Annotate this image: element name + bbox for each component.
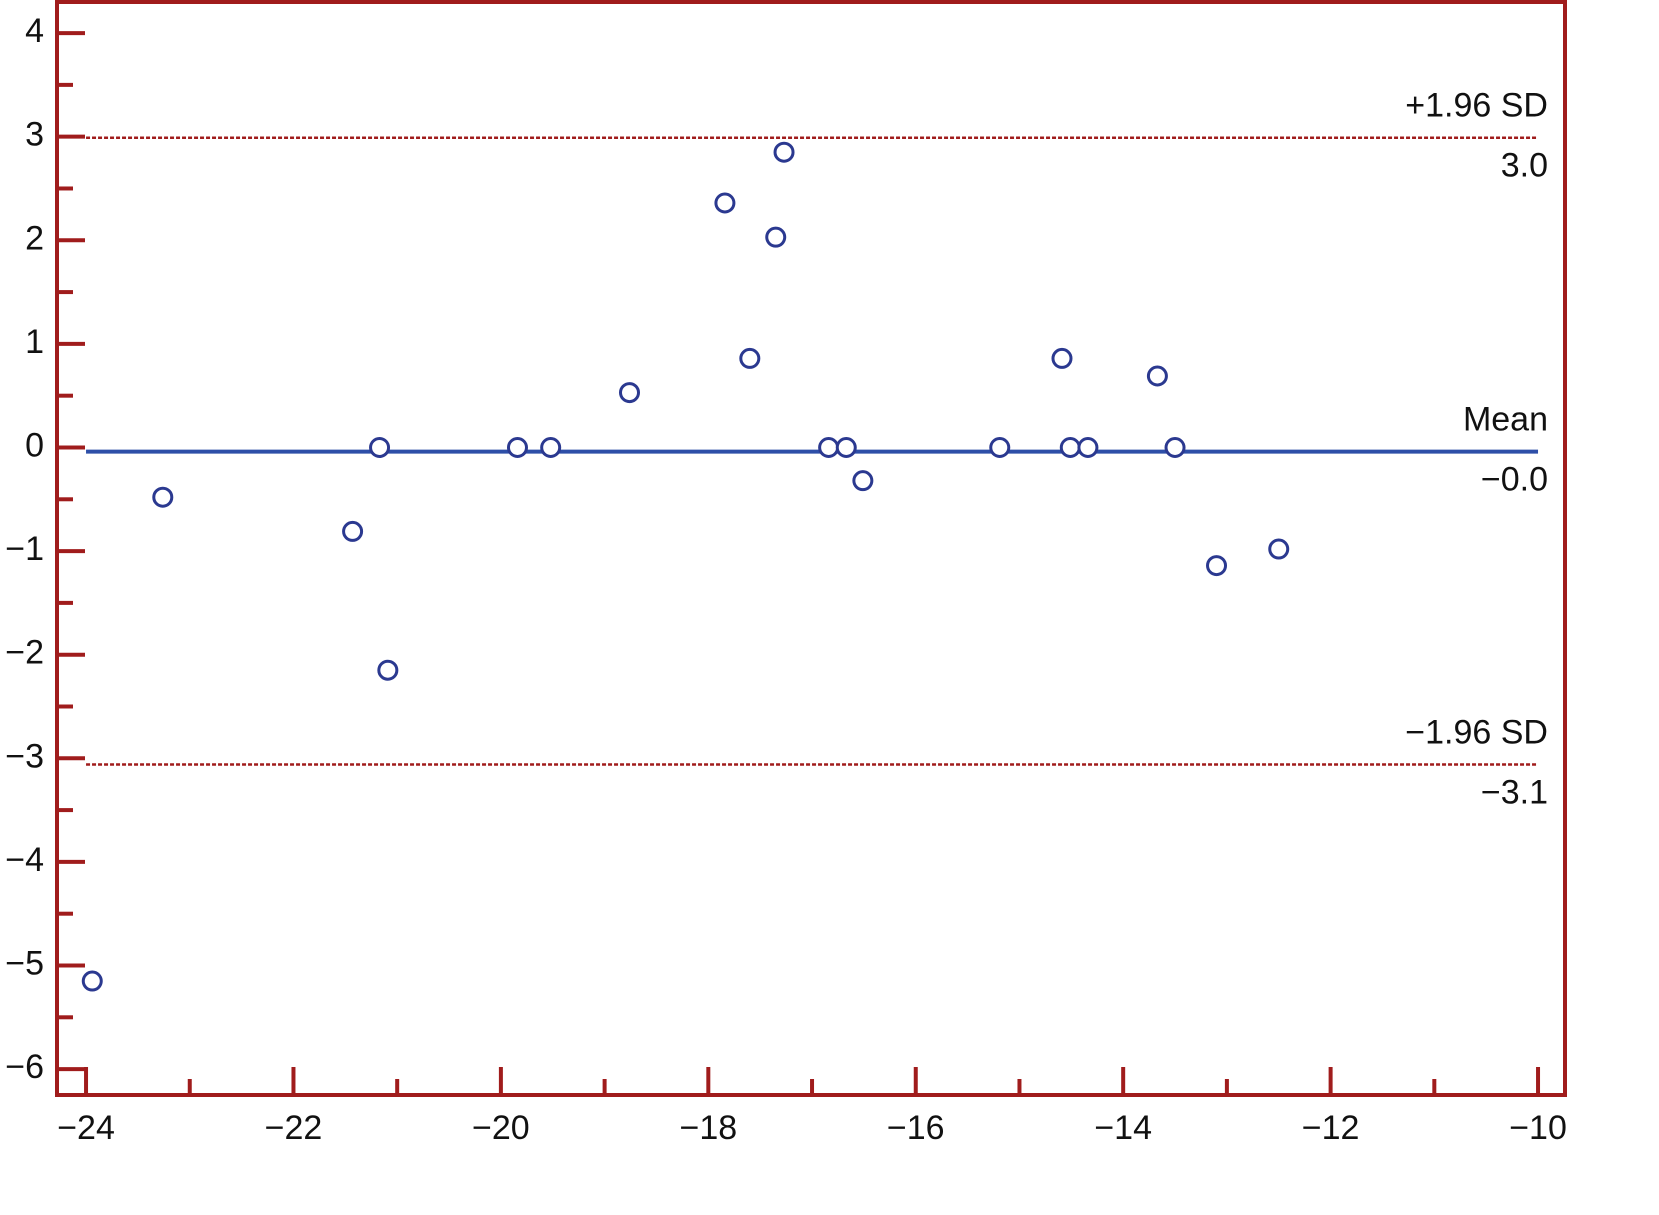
x-tick-label: −10 <box>1509 1109 1567 1147</box>
y-tick-label: 0 <box>25 426 44 464</box>
x-tick-label: −18 <box>679 1109 737 1147</box>
y-tick-label: −6 <box>5 1048 44 1086</box>
x-tick-label: −14 <box>1094 1109 1152 1147</box>
reference-value: −3.1 <box>1481 773 1548 811</box>
y-tick-label: 2 <box>25 219 44 257</box>
data-point <box>835 436 857 458</box>
reference-name: −1.96 SD <box>1405 713 1548 751</box>
reference-name: +1.96 SD <box>1405 87 1548 125</box>
data-point <box>773 141 795 163</box>
reference-name: Mean <box>1463 401 1548 439</box>
data-point <box>1146 365 1168 387</box>
data-point <box>377 659 399 681</box>
x-tick-label: −22 <box>265 1109 323 1147</box>
y-tick-label: 4 <box>25 12 44 50</box>
data-point <box>765 226 787 248</box>
y-tick-label: 3 <box>25 116 44 154</box>
data-point <box>619 382 641 404</box>
data-point <box>342 520 364 542</box>
y-tick-label: −1 <box>5 530 44 568</box>
y-tick-label: 1 <box>25 323 44 361</box>
y-tick-label: −4 <box>5 841 44 879</box>
x-tick-label: −16 <box>887 1109 945 1147</box>
data-point <box>1051 347 1073 369</box>
data-point <box>1164 436 1186 458</box>
data-point <box>506 436 528 458</box>
data-point <box>81 970 103 992</box>
data-point <box>989 436 1011 458</box>
x-tick-label: −20 <box>472 1109 530 1147</box>
data-point <box>739 347 761 369</box>
y-tick-label: −3 <box>5 737 44 775</box>
y-tick-label: −5 <box>5 944 44 982</box>
x-tick-label: −24 <box>57 1109 115 1147</box>
data-point <box>852 470 874 492</box>
data-point <box>369 436 391 458</box>
data-point <box>540 436 562 458</box>
data-point <box>1077 436 1099 458</box>
data-point <box>1206 555 1228 577</box>
data-point <box>152 486 174 508</box>
data-point <box>1059 436 1081 458</box>
reference-value: −0.0 <box>1481 461 1548 499</box>
data-point <box>818 436 840 458</box>
plot-frame <box>55 0 1567 1097</box>
y-tick-label: −2 <box>5 634 44 672</box>
data-point <box>714 192 736 214</box>
reference-value: 3.0 <box>1501 147 1548 185</box>
data-point <box>1268 538 1290 560</box>
x-tick-label: −12 <box>1302 1109 1360 1147</box>
